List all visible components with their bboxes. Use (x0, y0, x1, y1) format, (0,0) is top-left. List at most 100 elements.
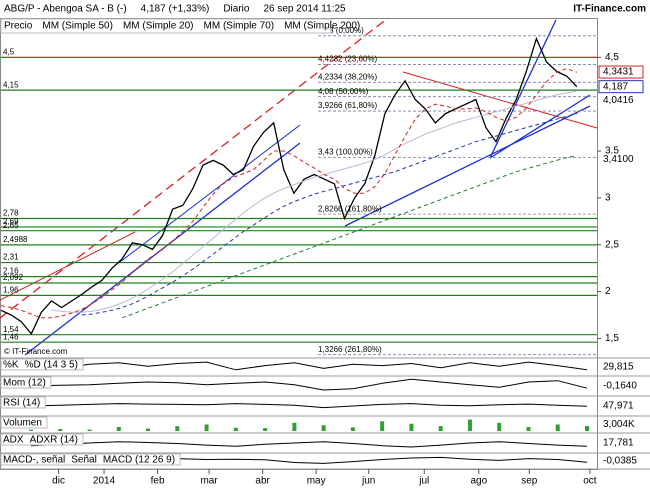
x-tick-label: feb (151, 476, 165, 487)
fib-label: 3,43 (100,00%) (318, 148, 373, 157)
indicator-value: 29,815 (603, 362, 634, 373)
x-tick-label: sep (521, 476, 538, 487)
level-label: 4,15 (3, 80, 19, 89)
indicator-label: %D (14 3 5) (25, 360, 78, 371)
volume-bar (146, 428, 151, 431)
y-tick-label: 3 (605, 193, 611, 204)
volume-bar (292, 422, 297, 431)
y-tick-label: 1,5 (605, 333, 619, 344)
level-label: 2,31 (3, 253, 19, 262)
indicator-label-bg (0, 376, 52, 389)
indicator-label-bg (0, 433, 84, 446)
trend-line (0, 231, 136, 301)
volume-bar (350, 427, 355, 431)
indicator-line (30, 361, 588, 371)
fib-label: 4,08 (50,00%) (318, 87, 369, 96)
y-tick-label: 3,5 (605, 146, 619, 157)
level-label: 2,092 (3, 273, 24, 282)
level-label: 2,78 (3, 209, 19, 218)
level-label: 2,16 (3, 267, 19, 276)
volume-bar (116, 426, 121, 431)
x-tick-label: ago (470, 476, 487, 487)
indicator-label: RSI (14) (3, 398, 40, 409)
moving-average (0, 68, 577, 319)
indicator-value: -0,1640 (603, 381, 637, 392)
level-label: 1,46 (3, 332, 19, 341)
indicator-label-bg (0, 396, 46, 409)
chart-title: ABG/P - Abengoa SA - B (-) (4, 4, 127, 15)
y-tick-label: 2 (605, 286, 611, 297)
price-label: 4,0416 (603, 95, 634, 106)
price-label-box (598, 80, 644, 94)
period: Diario (223, 4, 250, 15)
legend-entry: MM (Simple 50) (42, 21, 113, 32)
volume-bar (585, 426, 589, 431)
volume-bar (555, 424, 560, 431)
volume-bar (204, 424, 209, 431)
indicator-value: 17,781 (603, 438, 634, 449)
level-label: 2,4988 (3, 235, 28, 244)
indicator-label: MACD-, señal (3, 455, 65, 466)
indicator-label: MACD (12 26 9) (103, 455, 175, 466)
indicator-label-bg (0, 416, 48, 429)
trend-line (489, 19, 557, 159)
y-tick-label: 2,5 (605, 239, 619, 250)
indicator-label: %K (3, 360, 19, 371)
level-label: 1,54 (3, 325, 19, 334)
volume-bar (321, 425, 326, 431)
fib-label: 4,2334 (38,20%) (318, 72, 377, 81)
legend-entry: Precio (4, 21, 33, 32)
fib-label: 4,4232 (23,60%) (318, 55, 377, 64)
level-label: 1,96 (3, 285, 19, 294)
volume-bar (467, 419, 472, 431)
price-label: 4,3431 (603, 67, 634, 78)
volume-bar (526, 426, 531, 431)
volume-bar (29, 429, 33, 431)
x-tick-label: may (307, 476, 326, 487)
level-label: 2,69 (3, 217, 19, 226)
trend-line (489, 94, 591, 159)
trend-lines (0, 17, 598, 356)
price-label-box (599, 94, 643, 107)
volume-bar (233, 427, 238, 431)
indicator-label: Señal (71, 455, 97, 466)
volume-bar (263, 428, 268, 431)
legend-entry: MM (Simple 70) (204, 21, 275, 32)
volume-bar (380, 421, 385, 431)
volume-bar (438, 426, 443, 431)
trend-line (119, 124, 301, 263)
watermark: © IT-Finance.com (4, 347, 68, 356)
x-tick-label: mar (200, 476, 218, 487)
fib-label: 3,9266 (61,80%) (318, 101, 377, 110)
indicator-label-bg (0, 358, 84, 371)
price-label-box (598, 65, 644, 79)
x-tick-label: jun (361, 476, 375, 487)
indicator-label: Volumen (3, 418, 42, 429)
quote: 4,187 (+1,33%) (141, 4, 210, 15)
price-label-box (599, 153, 643, 166)
indicator-label: Mom (12) (3, 378, 46, 389)
indicator-label-bg (0, 453, 181, 466)
legend-entry: MM (Simple 200) (284, 21, 360, 32)
price-label: 4,187 (603, 81, 628, 92)
price-line (0, 36, 578, 336)
trend-line (344, 105, 591, 227)
volume-bar (409, 423, 414, 431)
legend-entry: MM (Simple 20) (123, 21, 194, 32)
indicator-value: 47,971 (603, 401, 634, 412)
level-label: 2,65 (3, 221, 19, 230)
indicator-value: -0,0385 (603, 456, 637, 467)
moving-average (122, 155, 577, 319)
indicator-label: ADX (3, 435, 24, 446)
volume-bar (58, 429, 63, 431)
indicator-line (30, 441, 588, 448)
volume-bar (87, 429, 92, 431)
moving-average (81, 113, 577, 316)
volume-bar (497, 422, 502, 431)
trend-channel (0, 17, 389, 319)
fib-label: 1,3266 (261,80%) (318, 345, 382, 354)
header: ABG/P - Abengoa SA - B (-) 4,187 (+1,33%… (4, 4, 646, 15)
indicator-value: 3,004K (603, 419, 635, 430)
